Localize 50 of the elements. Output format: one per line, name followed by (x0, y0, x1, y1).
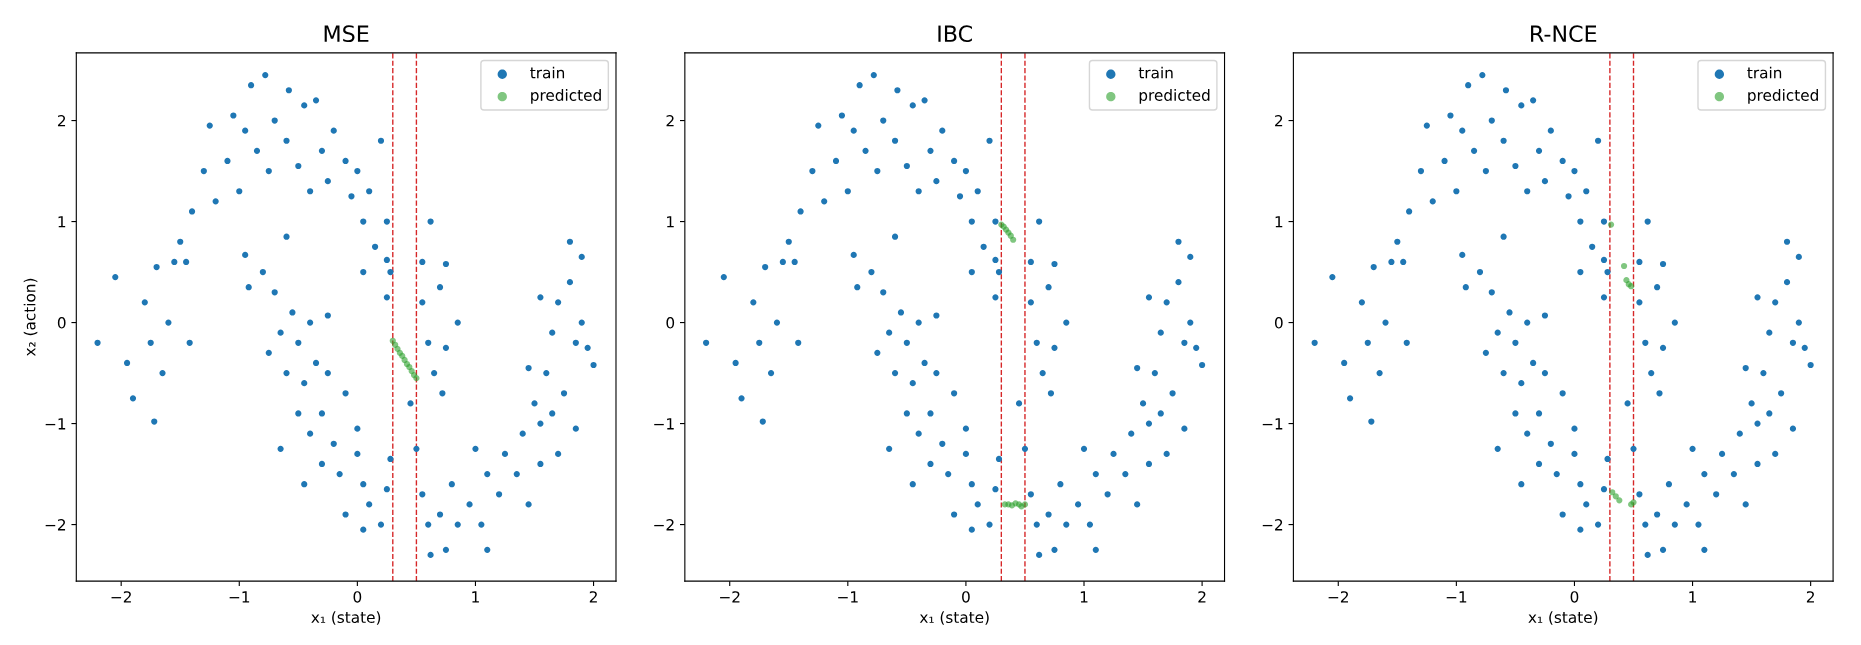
x-tick-label: −2 (720, 591, 740, 603)
legend-label: predicted (531, 89, 601, 104)
x-tick-label: −2 (111, 591, 131, 603)
point (1612, 493, 1619, 500)
legend-label: train (1138, 66, 1173, 79)
y-tick-label: 1 (58, 216, 66, 228)
x-axis-title: x₁ (state) (311, 611, 381, 625)
legend-label: train (1747, 66, 1782, 79)
x-axis-title: x₁ (state) (1528, 611, 1598, 625)
y-tick-label: −1 (45, 418, 66, 430)
y-tick-label: 0 (1274, 317, 1283, 329)
point (1620, 262, 1628, 270)
y-axis-title: x₂ (action) (23, 278, 38, 357)
y-tick-label: −1 (1262, 418, 1283, 430)
y-tick-label: 2 (1275, 115, 1283, 127)
chart-title: MSE (324, 25, 369, 43)
y-tick-label: −1 (654, 418, 674, 430)
point (1021, 501, 1029, 508)
y-tick-label: −2 (1262, 519, 1283, 531)
legend-label: predicted (1139, 89, 1210, 104)
x-tick-label: −2 (1328, 591, 1348, 603)
chart-title: IBC (938, 25, 972, 43)
x-tick-label: 2 (1806, 591, 1814, 603)
y-tick-label: 0 (666, 317, 675, 329)
legend-label: train (530, 66, 565, 79)
x-tick-label: 2 (1198, 591, 1206, 603)
y-tick-label: 2 (666, 115, 674, 127)
x-tick-label: 0 (1570, 591, 1579, 603)
x-tick-label: 0 (962, 591, 970, 603)
x-tick-label: −1 (229, 591, 250, 603)
y-tick-label: 0 (57, 317, 66, 329)
chart-title: R-NCE (1531, 25, 1597, 43)
point (1607, 221, 1615, 228)
x-tick-label: 1 (1080, 591, 1088, 603)
x-tick-label: 0 (353, 591, 362, 603)
x-axis-title: x₁ (state) (919, 611, 989, 625)
y-tick-label: 1 (667, 216, 674, 228)
y-tick-label: −2 (45, 519, 66, 531)
point (1616, 497, 1623, 504)
x-tick-label: −1 (1446, 591, 1467, 603)
point (1609, 489, 1616, 496)
x-tick-label: −1 (838, 591, 858, 603)
x-tick-label: 2 (589, 591, 597, 603)
point (1010, 236, 1017, 243)
x-tick-label: 1 (472, 591, 479, 603)
x-tick-label: 1 (1689, 591, 1696, 603)
y-tick-label: 1 (1275, 216, 1283, 228)
legend-label: predicted (1748, 89, 1818, 104)
y-tick-label: −2 (654, 519, 674, 531)
y-tick-label: 2 (57, 115, 66, 127)
